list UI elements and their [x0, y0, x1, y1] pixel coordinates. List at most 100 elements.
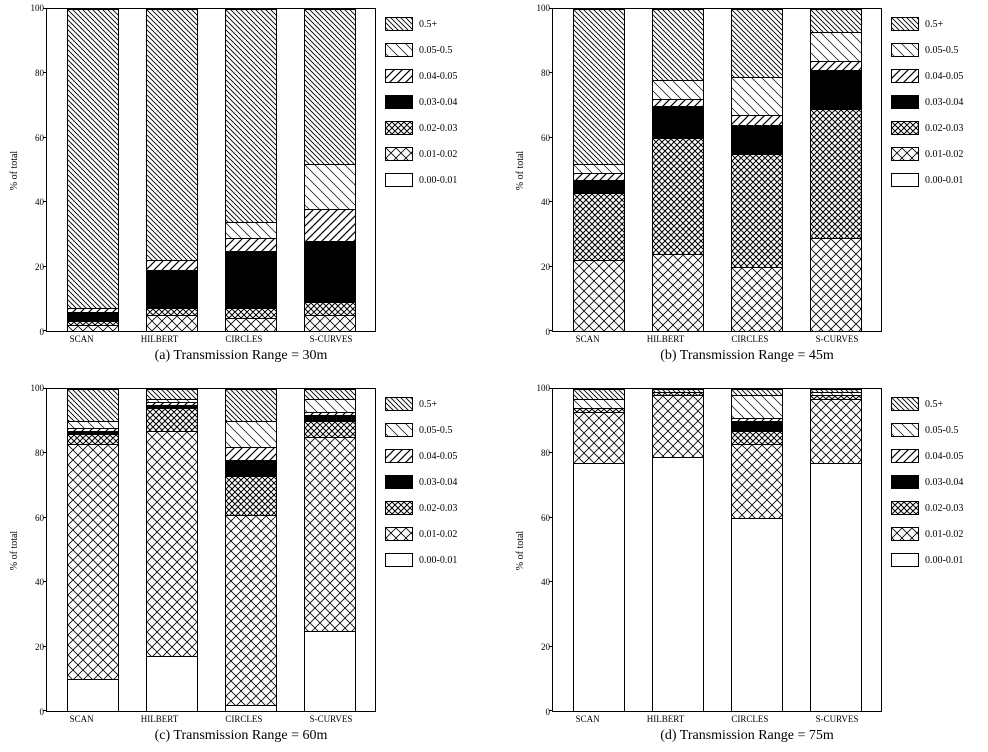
legend-item: 0.01-0.02: [891, 147, 977, 161]
y-tickmark: [549, 72, 553, 73]
legend-swatch: [891, 147, 919, 161]
bar-segment: [68, 444, 118, 679]
legend: 0.5+0.05-0.50.04-0.050.03-0.040.02-0.030…: [382, 388, 474, 712]
legend-swatch: [385, 95, 413, 109]
legend-item: 0.02-0.03: [385, 121, 471, 135]
legend-label: 0.00-0.01: [925, 175, 963, 186]
x-tick-label: HILBERT: [141, 714, 178, 724]
x-ticks: SCANHILBERTCIRCLESS-CURVES: [552, 714, 882, 724]
bar-segment: [147, 270, 197, 309]
bar-segment: [732, 518, 782, 711]
panel: % of total0204060801000.5+0.05-0.50.04-0…: [8, 388, 474, 744]
y-tickmark: [43, 266, 47, 267]
legend-label: 0.02-0.03: [419, 123, 457, 134]
legend-swatch: [891, 95, 919, 109]
legend-swatch: [891, 475, 919, 489]
plot-area: [552, 8, 882, 332]
legend-swatch: [385, 423, 413, 437]
y-tick-label: 20: [35, 642, 44, 652]
legend-label: 0.00-0.01: [419, 175, 457, 186]
legend-swatch: [385, 501, 413, 515]
legend-item: 0.01-0.02: [891, 527, 977, 541]
bar: [146, 389, 198, 711]
legend-item: 0.04-0.05: [385, 69, 471, 83]
x-tick-label: HILBERT: [647, 714, 684, 724]
y-tick-label: 20: [35, 262, 44, 272]
bar-segment: [811, 109, 861, 238]
bar-segment: [732, 115, 782, 125]
bar-segment: [574, 9, 624, 164]
bar-segment: [226, 308, 276, 318]
bar-segment: [574, 164, 624, 174]
x-tick-label: S-CURVES: [310, 714, 353, 724]
x-ticks: SCANHILBERTCIRCLESS-CURVES: [46, 714, 376, 724]
bar-segment: [653, 106, 703, 138]
legend-item: 0.01-0.02: [385, 147, 471, 161]
legend-swatch: [385, 475, 413, 489]
x-tick-label: CIRCLES: [225, 714, 262, 724]
bar-segment: [732, 421, 782, 431]
bar-segment: [147, 431, 197, 656]
legend-item: 0.05-0.5: [891, 423, 977, 437]
x-tick-label: HILBERT: [647, 334, 684, 344]
legend-label: 0.04-0.05: [925, 71, 963, 82]
y-tickmark: [549, 330, 553, 331]
y-ticks: 020406080100: [528, 388, 552, 712]
bar-segment: [226, 251, 276, 309]
y-tickmark: [43, 201, 47, 202]
legend-item: 0.00-0.01: [385, 173, 471, 187]
bar-segment: [226, 389, 276, 421]
bar-segment: [147, 260, 197, 270]
x-tick-label: SCAN: [576, 714, 600, 724]
bar: [731, 389, 783, 711]
x-tick-label: S-CURVES: [310, 334, 353, 344]
panel-row: % of total0204060801000.5+0.05-0.50.04-0…: [514, 388, 980, 712]
legend-swatch: [891, 501, 919, 515]
bar-segment: [226, 447, 276, 460]
x-tick-label: HILBERT: [141, 334, 178, 344]
legend-swatch: [891, 527, 919, 541]
y-tickmark: [43, 710, 47, 711]
bar-segment: [732, 9, 782, 77]
bar: [225, 9, 277, 331]
bar-segment: [305, 437, 355, 630]
legend-label: 0.00-0.01: [925, 555, 963, 566]
bar-segment: [653, 138, 703, 254]
bar-segment: [653, 457, 703, 711]
y-tickmark: [43, 8, 47, 9]
y-tick-label: 40: [541, 577, 550, 587]
bar-segment: [732, 395, 782, 418]
y-tick-label: 100: [537, 383, 551, 393]
y-tickmark: [549, 581, 553, 582]
x-tick-label: CIRCLES: [225, 334, 262, 344]
bar-segment: [68, 325, 118, 331]
legend-swatch: [385, 121, 413, 135]
legend-item: 0.02-0.03: [891, 121, 977, 135]
y-tickmark: [549, 646, 553, 647]
y-tick-label: 20: [541, 642, 550, 652]
bar-segment: [811, 9, 861, 32]
legend-label: 0.5+: [925, 19, 943, 30]
y-axis-label-text: % of total: [10, 150, 21, 189]
bar: [67, 389, 119, 711]
y-tick-label: 0: [546, 707, 551, 717]
bar-segment: [68, 9, 118, 308]
legend-item: 0.03-0.04: [385, 95, 471, 109]
x-tick-label: SCAN: [70, 334, 94, 344]
x-ticks-row: SCAN HILBERT CIRCLES S-CURVES: [8, 334, 474, 344]
bar-segment: [653, 254, 703, 331]
bar-segment: [653, 395, 703, 456]
bar: [652, 9, 704, 331]
panel-caption: (d) Transmission Range = 75m: [514, 728, 980, 744]
bar-segment: [305, 389, 355, 399]
legend-label: 0.03-0.04: [925, 97, 963, 108]
x-ticks-row: SCANHILBERTCIRCLESS-CURVES: [514, 714, 980, 724]
bar-segment: [226, 222, 276, 238]
legend-item: 0.00-0.01: [385, 553, 471, 567]
x-ticks: SCAN HILBERT CIRCLES S-CURVES: [46, 334, 376, 344]
bar-segment: [732, 154, 782, 267]
legend-item: 0.03-0.04: [385, 475, 471, 489]
y-tickmark: [549, 452, 553, 453]
legend-label: 0.01-0.02: [925, 149, 963, 160]
bar-segment: [147, 389, 197, 399]
